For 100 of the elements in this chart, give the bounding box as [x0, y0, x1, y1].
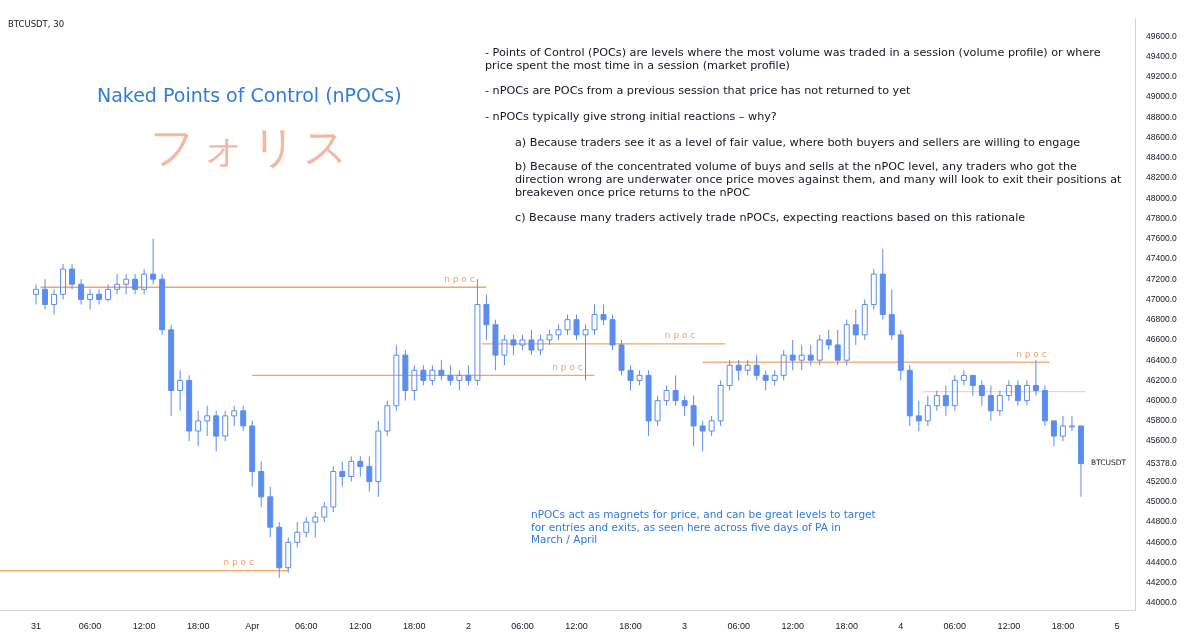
x-tick-label: 2 — [465, 621, 471, 632]
candlestick — [105, 283, 112, 302]
candlestick — [1068, 415, 1075, 432]
annotation: n p o c — [223, 557, 254, 568]
y-tick-label: 47800.0 — [1146, 212, 1177, 223]
candlestick — [1059, 415, 1066, 442]
candlestick — [798, 344, 805, 371]
x-tick-label: 06:00 — [78, 621, 102, 632]
y-tick-label: 46600.0 — [1146, 334, 1177, 345]
y-tick-label: 45200.0 — [1146, 475, 1177, 486]
candlestick — [393, 344, 400, 412]
candlestick — [375, 420, 382, 498]
annotation: b) Because of the concentrated volume of buys and sells at the nPOC level, any traders who got the direction wrong are underwater once price moves against them, and many will look to exit their positions at breakeven once price returns to the nPOC — [515, 160, 1123, 200]
y-tick-label: 46200.0 — [1146, 374, 1177, 385]
text: Naked Points of Control (nPOCs) — [97, 84, 402, 106]
y-tick-label: 47000.0 — [1146, 293, 1177, 304]
candlestick — [933, 390, 940, 412]
candlestick — [51, 288, 58, 316]
x-tick-label: 3 — [682, 621, 688, 632]
x-tick-label: 4 — [898, 621, 904, 632]
candlestick — [1023, 379, 1030, 407]
candlestick — [564, 314, 571, 336]
candlestick — [456, 369, 463, 392]
annotation: c) Because many traders actively trade nPOCs, expecting reactions based on this rationale — [515, 211, 1026, 224]
y-tick-label: 44400.0 — [1146, 556, 1177, 567]
y-tick-label: 47400.0 — [1146, 253, 1177, 264]
y-tick-label: 45378.0 — [1146, 457, 1177, 468]
candlestick — [411, 364, 418, 402]
y-tick-label: 46400.0 — [1146, 354, 1177, 365]
y-tick-label: 45000.0 — [1146, 496, 1177, 507]
y-tick-label: 44600.0 — [1146, 536, 1177, 547]
y-tick-label: 49000.0 — [1146, 91, 1177, 102]
y-tick-label: 47600.0 — [1146, 233, 1177, 244]
candlestick — [726, 359, 733, 392]
candlestick — [114, 273, 121, 295]
candlestick — [663, 384, 670, 407]
y-tick-label: 48400.0 — [1146, 152, 1177, 163]
x-tick-label: 12:00 — [565, 621, 588, 632]
candlestick — [771, 369, 778, 386]
candlestick — [177, 369, 184, 412]
y-tick-label: 49400.0 — [1146, 50, 1177, 61]
y-tick-label: 49600.0 — [1146, 30, 1177, 41]
candlestick — [591, 303, 598, 336]
x-tick-label: 12:00 — [781, 621, 804, 632]
y-tick-label: 46800.0 — [1146, 314, 1177, 325]
candlestick — [429, 364, 436, 386]
annotation: - Points of Control (POCs) are levels where the most volume was traded in a session (volume profile) or where price spent the most time in a session (market profile) — [485, 46, 1102, 73]
annotation: n p o c — [1016, 348, 1047, 359]
x-tick-label: Apr — [245, 621, 260, 632]
x-tick-label: 06:00 — [295, 621, 318, 632]
annotation: n p o c — [552, 361, 583, 372]
candlestick — [141, 268, 148, 295]
y-tick-label: 44800.0 — [1146, 516, 1177, 527]
candlestick — [33, 283, 40, 305]
candlestick — [744, 359, 751, 376]
candlestick — [231, 405, 238, 427]
x-tick-label: 12:00 — [132, 621, 156, 632]
y-tick-label: 47200.0 — [1146, 273, 1177, 284]
candlestick — [636, 369, 643, 386]
x-tick-label: 18:00 — [186, 621, 210, 632]
x-tick-label: 31 — [31, 621, 42, 632]
candlestick — [312, 511, 319, 538]
candlestick — [204, 405, 211, 437]
candlestick — [870, 268, 877, 311]
candlestick — [87, 288, 94, 311]
x-tick-label: 18:00 — [835, 621, 859, 632]
candlestick — [348, 455, 355, 483]
text: フォリス — [150, 120, 354, 174]
y-tick-label: 44200.0 — [1146, 577, 1177, 588]
candlestick — [294, 521, 301, 548]
annotation: BTCUSDT, 30 — [8, 19, 66, 30]
candlestick — [285, 536, 292, 574]
y-tick-label: 45600.0 — [1146, 435, 1177, 446]
annotation: a) Because traders see it as a level of fair value, where both buyers and sellers are willing to engage — [515, 136, 1081, 149]
x-tick-label: 12:00 — [349, 621, 372, 632]
candlestick — [330, 465, 337, 513]
x-tick-label: 18:00 — [1051, 621, 1075, 632]
candlestick — [996, 390, 1003, 417]
x-tick-label: 06:00 — [943, 621, 967, 632]
x-tick-label: 06:00 — [511, 621, 534, 632]
annotation: n p o c — [664, 330, 696, 341]
x-tick-label: 06:00 — [727, 621, 750, 632]
y-tick-label: 49200.0 — [1146, 71, 1177, 82]
annotation: - nPOCs are POCs from a previous session that price has not returned to yet — [485, 84, 912, 98]
candlestick — [195, 410, 202, 447]
candlestick — [123, 273, 130, 295]
annotation: nPOCs act as magnets for price, and can be great levels to target for entries and exits, as seen here across five days of PA in March / April — [531, 508, 876, 546]
x-tick-label: 18:00 — [403, 621, 426, 632]
y-tick-label: 48800.0 — [1146, 111, 1177, 122]
y-tick-label: 45800.0 — [1146, 415, 1177, 426]
x-tick-label: 18:00 — [619, 621, 642, 632]
candlestick — [717, 379, 724, 427]
y-tick-label: 48600.0 — [1146, 131, 1177, 142]
y-tick-label: 48000.0 — [1146, 192, 1177, 203]
candlestick — [60, 263, 67, 300]
candlestick — [951, 374, 958, 412]
candlestick — [474, 278, 481, 386]
x-tick-label: 5 — [1114, 621, 1120, 632]
x-tick-label: 12:00 — [997, 621, 1021, 632]
y-tick-label: 46000.0 — [1146, 395, 1177, 405]
